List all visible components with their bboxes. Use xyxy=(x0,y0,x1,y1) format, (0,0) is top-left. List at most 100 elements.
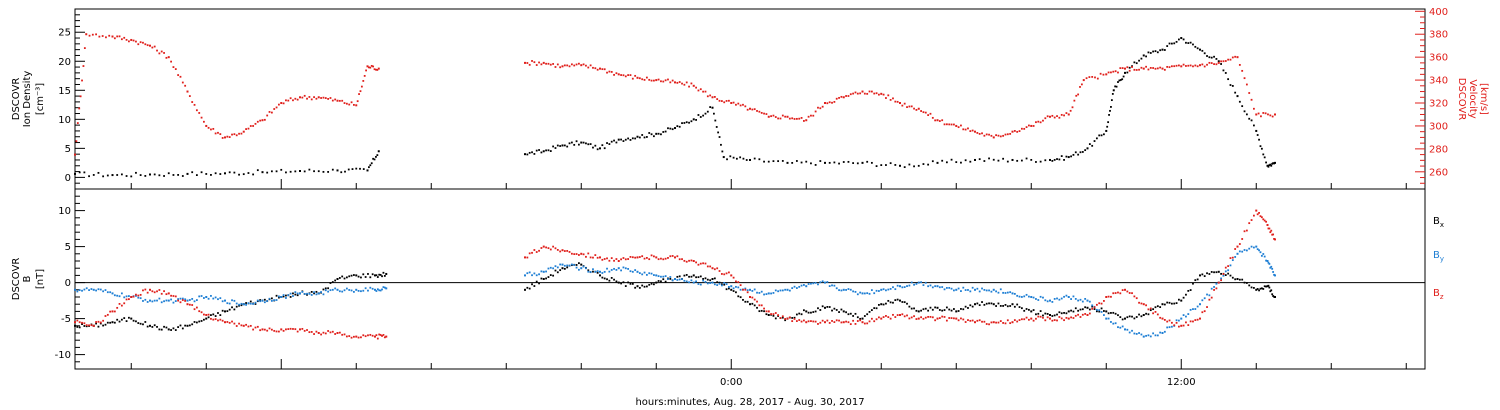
data-point xyxy=(716,98,719,100)
data-point xyxy=(629,139,632,141)
data-point xyxy=(988,157,990,160)
data-point xyxy=(1220,60,1222,63)
bz-point xyxy=(1030,317,1033,320)
data-point xyxy=(340,171,343,174)
data-point xyxy=(641,134,644,136)
bz-point xyxy=(735,280,737,283)
bz-point xyxy=(270,328,273,331)
bz-point xyxy=(198,310,201,313)
data-point xyxy=(882,93,885,96)
data-point xyxy=(1023,127,1026,130)
bx-point xyxy=(113,321,116,324)
bz-point xyxy=(1103,300,1105,302)
data-point xyxy=(854,91,857,94)
data-point xyxy=(1267,113,1269,116)
data-point xyxy=(634,74,637,77)
data-point xyxy=(130,38,133,41)
bz-point xyxy=(749,296,751,298)
data-point xyxy=(1166,45,1169,47)
data-point xyxy=(372,65,375,68)
data-point xyxy=(1215,63,1218,66)
bz-point xyxy=(233,322,236,325)
by-point xyxy=(280,296,283,298)
bx-point xyxy=(382,271,385,274)
data-point xyxy=(999,135,1002,138)
data-point xyxy=(833,100,836,103)
data-point xyxy=(369,164,372,167)
bz-point xyxy=(870,317,873,320)
bz-point xyxy=(338,331,341,334)
data-point xyxy=(1238,64,1241,66)
bz-point xyxy=(99,321,102,324)
data-point xyxy=(678,125,681,128)
bz-point xyxy=(83,322,86,325)
bz-point xyxy=(814,320,817,323)
data-point xyxy=(545,62,547,65)
data-point xyxy=(299,170,301,172)
bx-point xyxy=(885,302,887,305)
bz-point xyxy=(624,258,627,261)
bz-point xyxy=(128,298,130,301)
bx-point xyxy=(198,320,201,323)
data-point xyxy=(948,123,951,126)
bz-point xyxy=(137,294,140,297)
data-point xyxy=(878,93,880,96)
by-point xyxy=(756,291,758,294)
bz-point xyxy=(524,256,526,259)
data-point xyxy=(990,134,993,137)
data-point xyxy=(664,79,667,82)
bx-point xyxy=(1077,309,1080,312)
by-point xyxy=(617,267,620,270)
bz-point xyxy=(1262,218,1265,221)
data-point xyxy=(526,153,529,156)
bx-point xyxy=(699,275,702,278)
bz-point xyxy=(1234,248,1237,250)
bx-point xyxy=(379,273,382,276)
bz-point xyxy=(976,319,979,322)
by-point xyxy=(941,286,944,288)
bx-point xyxy=(334,279,337,282)
bx-point xyxy=(795,313,798,316)
data-point xyxy=(910,105,913,108)
data-point xyxy=(1106,125,1109,128)
data-point xyxy=(800,117,803,119)
data-point xyxy=(735,103,737,106)
bz-point xyxy=(875,318,878,321)
bx-point xyxy=(310,290,313,293)
data-point xyxy=(1161,67,1164,70)
bz-point xyxy=(582,253,585,256)
by-point xyxy=(137,296,140,299)
bx-point xyxy=(348,275,351,278)
bx-point xyxy=(601,276,604,279)
bz-point xyxy=(1131,292,1133,295)
bx-point xyxy=(207,316,210,319)
bx-point xyxy=(725,288,728,291)
bx-point xyxy=(828,306,831,308)
by-point xyxy=(978,290,981,293)
bz-point xyxy=(641,255,644,258)
bz-point xyxy=(177,299,180,302)
by-point xyxy=(1224,270,1227,273)
bx-point xyxy=(1194,279,1197,282)
bx-point xyxy=(1256,288,1259,290)
data-point xyxy=(1163,49,1166,51)
bx-point xyxy=(742,298,744,301)
bx-point xyxy=(906,302,908,305)
bz-point xyxy=(315,330,318,333)
data-point xyxy=(945,161,948,164)
bz-point xyxy=(331,330,334,333)
bz-point xyxy=(1067,317,1070,320)
bz-point xyxy=(934,319,937,322)
data-point xyxy=(1271,162,1274,165)
by-point xyxy=(231,299,233,302)
bz-point xyxy=(1060,317,1063,320)
by-point xyxy=(1133,332,1136,335)
by-point xyxy=(1260,254,1263,257)
data-point xyxy=(1133,68,1136,71)
bz-point xyxy=(810,320,812,322)
bz-point xyxy=(1272,233,1275,236)
data-point xyxy=(1103,133,1105,136)
by-point xyxy=(1145,334,1147,337)
data-point xyxy=(242,173,245,176)
